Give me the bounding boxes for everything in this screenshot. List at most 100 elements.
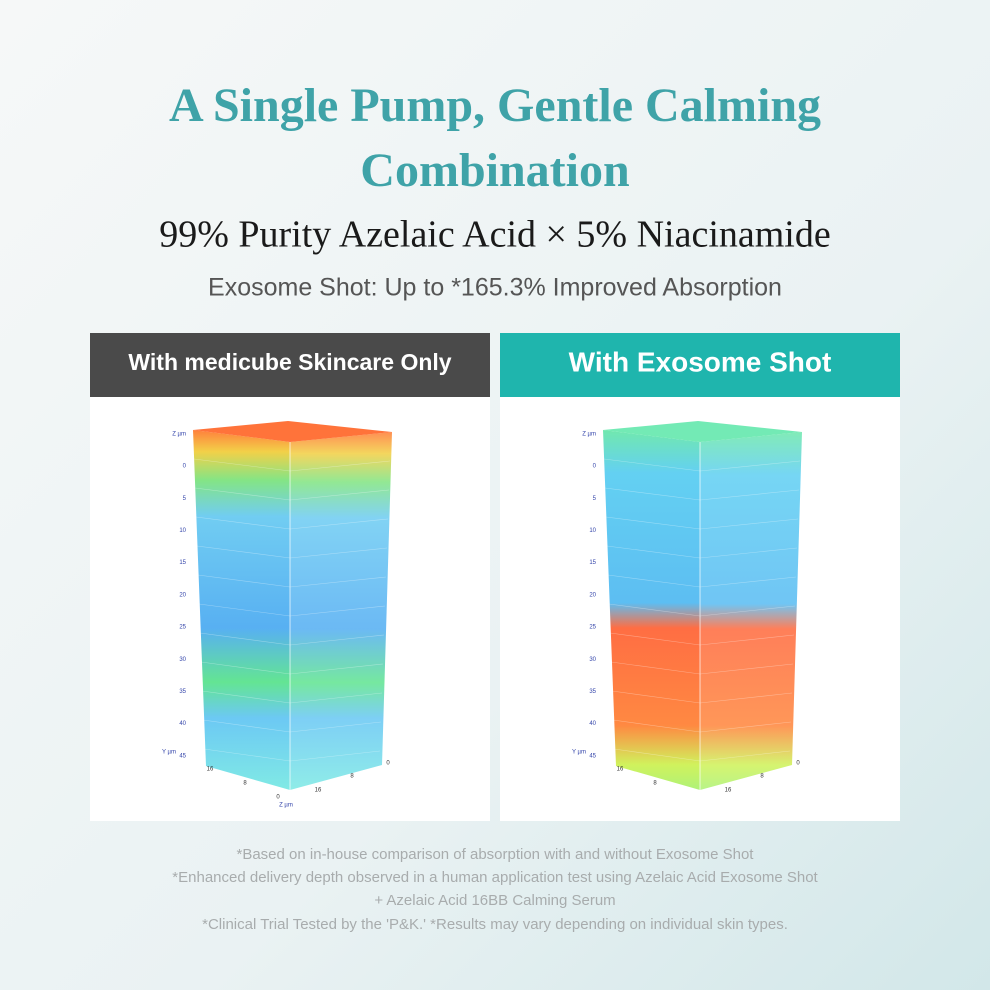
y-axis-label: Y µm [572, 750, 586, 756]
volume-top-face [603, 421, 802, 442]
z-tick-label: 10 [179, 528, 186, 534]
volume-grid [200, 661, 291, 675]
base-tick-label: 16 [725, 788, 732, 794]
volume-grid [289, 634, 385, 646]
z-tick-label: 30 [589, 657, 596, 663]
volume-grid [197, 574, 291, 588]
z-axis-label: Z µm [172, 432, 186, 438]
z-tick-label: 5 [593, 496, 597, 502]
base-tick-label: 16 [617, 767, 624, 773]
volume-grid [202, 719, 291, 733]
z-tick-label: 30 [179, 657, 186, 663]
base-tick-label: 8 [243, 781, 247, 787]
panel-label: With medicube Skincare Only [128, 349, 451, 375]
volume-grid [289, 663, 384, 675]
volume-grid [699, 460, 801, 472]
z-tick-label: 0 [593, 464, 597, 470]
volume-grid [199, 632, 291, 646]
volume-grid [608, 603, 701, 617]
base-tick-label: 8 [760, 774, 764, 780]
z-tick-label: 0 [183, 464, 187, 470]
z-tick-label: 20 [179, 592, 186, 598]
volume-left-face [603, 430, 700, 790]
volume-grid [196, 545, 291, 559]
volume-grid [289, 721, 382, 733]
base-tick-label: 0 [276, 795, 280, 801]
subtitle: 99% Purity Azelaic Acid × 5% Niacinamide [159, 214, 830, 256]
volume-grid [194, 487, 291, 501]
volume-grid [612, 719, 701, 733]
base-tick-label: 16 [315, 788, 322, 794]
volume-grid [607, 574, 701, 588]
volume-grid [611, 690, 701, 704]
volume-grid [699, 518, 799, 530]
y-axis-label: Y µm [162, 750, 176, 756]
z-tick-label: 40 [589, 721, 596, 727]
base-tick-label: 16 [207, 767, 214, 773]
footnote: + Azelaic Acid 16BB Calming Serum [374, 892, 615, 909]
volume-grid [289, 518, 389, 530]
panels: With medicube Skincare Only Z µm 0 5 10 15 20 2… [90, 333, 900, 821]
volume-grid [610, 661, 701, 675]
volume-grid [699, 576, 797, 588]
volume-grid [699, 663, 794, 675]
volume-grid [289, 605, 386, 617]
panel-header [500, 333, 900, 397]
panel-header [90, 333, 490, 397]
z-tick-label: 45 [589, 753, 596, 759]
volume-grid [605, 516, 701, 530]
volume-grid [699, 634, 795, 646]
z-tick-label: 25 [179, 625, 186, 631]
volume-grid [604, 487, 701, 501]
volume-grid [603, 458, 701, 472]
volume-grid [193, 458, 291, 472]
volume-right-face [700, 432, 802, 790]
volume-grid [289, 489, 390, 501]
volume-grid [195, 516, 291, 530]
base-tick-label: 8 [653, 781, 657, 787]
base-tick-label: 0 [796, 761, 800, 767]
volume-grid [699, 489, 800, 501]
footnote: *Enhanced delivery depth observed in a h… [172, 869, 818, 886]
volume-grid [289, 750, 381, 762]
z-tick-label: 15 [179, 560, 186, 566]
z-tick-label: 5 [183, 496, 187, 502]
z-tick-label: 35 [589, 689, 596, 695]
title-line: A Single Pump, Gentle Calming [169, 79, 821, 132]
z-tick-label: 35 [179, 689, 186, 695]
volume-grid [609, 632, 701, 646]
z-axis-label: Z µm [582, 432, 596, 438]
volume-grid [201, 690, 291, 704]
volume-grid [289, 576, 387, 588]
volume-right-face [290, 432, 392, 790]
tagline: Exosome Shot: Up to *165.3% Improved Abs… [208, 274, 782, 302]
volume-grid [699, 692, 793, 704]
volume-grid [699, 605, 796, 617]
volume-grid [203, 748, 291, 762]
volume-grid [198, 603, 291, 617]
base-axis-label: Z µm [279, 803, 293, 809]
z-tick-label: 10 [589, 528, 596, 534]
footnote: *Clinical Trial Tested by the 'P&K.' *Re… [202, 916, 788, 933]
z-tick-label: 45 [179, 753, 186, 759]
volume-grid [289, 692, 383, 704]
volume-grid [289, 460, 391, 472]
footnote: *Based on in-house comparison of absorpt… [237, 846, 755, 863]
z-tick-label: 25 [589, 625, 596, 631]
volume-top-face [193, 421, 392, 442]
z-tick-label: 15 [589, 560, 596, 566]
panel-label: With Exosome Shot [569, 346, 832, 377]
volume-left-face [193, 430, 290, 790]
volume-grid [289, 547, 388, 559]
base-tick-label: 8 [350, 774, 354, 780]
volume-grid [699, 750, 791, 762]
title-line: Combination [360, 144, 629, 197]
z-tick-label: 40 [179, 721, 186, 727]
z-tick-label: 20 [589, 592, 596, 598]
volume-grid [606, 545, 701, 559]
base-tick-label: 0 [386, 761, 390, 767]
volume-grid [613, 748, 701, 762]
volume-grid [699, 721, 792, 733]
volume-grid [699, 547, 798, 559]
